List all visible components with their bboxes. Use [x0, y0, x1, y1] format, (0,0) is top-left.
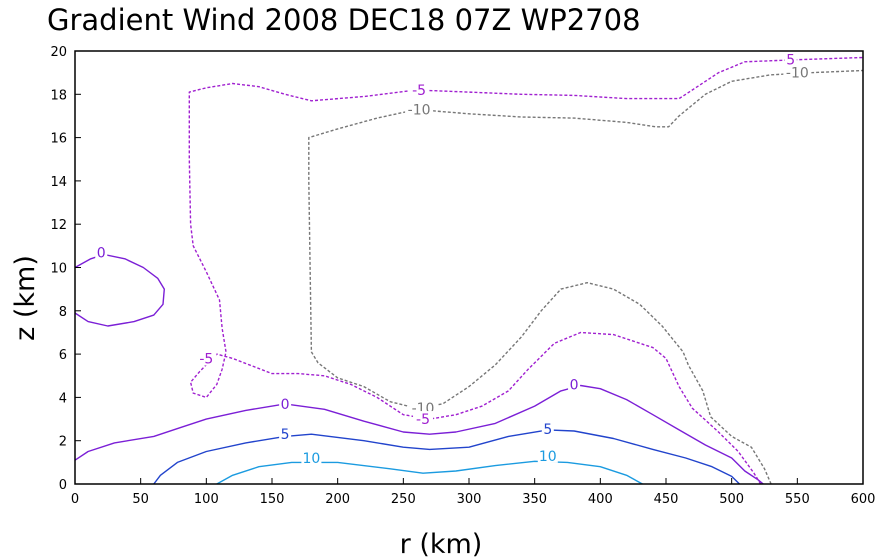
x-tick-label: 0	[71, 492, 79, 507]
contour-label-background	[568, 376, 581, 392]
contour-label-background	[541, 420, 554, 436]
x-tick-label: 350	[522, 492, 547, 507]
contour-line	[74, 384, 764, 485]
y-tick-label: 20	[50, 45, 67, 60]
x-tick-label: 50	[132, 492, 149, 507]
contour-label: 5	[281, 427, 290, 443]
contour-line	[153, 429, 740, 485]
y-tick-label: 8	[59, 305, 67, 320]
contour-label-background	[405, 101, 434, 117]
contour-label-background	[301, 450, 322, 466]
contour-label: 5	[786, 53, 795, 69]
contour-label: 10	[302, 451, 320, 467]
chart-title: Gradient Wind 2008 DEC18 07Z WP2708	[47, 3, 641, 37]
contour-label: 5	[543, 422, 552, 438]
contour-label-background	[196, 350, 217, 366]
contour-label-background	[409, 81, 430, 97]
contour-label-background	[279, 426, 292, 442]
x-tick-label: 500	[719, 492, 744, 507]
axis-ticks: 0 50 100 150 200 250 300 350 400 450 500 550 6000246…	[50, 45, 875, 507]
y-tick-label: 16	[50, 132, 67, 147]
plot-frame	[74, 50, 864, 485]
y-tick-label: 0	[59, 478, 67, 493]
x-tick-label: 150	[260, 492, 285, 507]
contour-lines	[74, 56, 864, 485]
x-tick-label: 300	[457, 492, 482, 507]
x-axis-label: r (km)	[400, 529, 483, 559]
contour-line	[216, 460, 643, 485]
contour-label-background	[413, 411, 434, 427]
y-tick-label: 14	[50, 175, 67, 190]
contour-line	[74, 253, 166, 327]
y-tick-label: 18	[50, 88, 67, 103]
y-tick-label: 10	[50, 262, 67, 277]
contour-line	[188, 56, 864, 485]
contour-label: -10	[786, 66, 809, 82]
x-tick-label: 100	[194, 492, 219, 507]
contour-label: -5	[199, 351, 213, 367]
contour-label: 0	[570, 377, 579, 393]
contour-label: 0	[97, 245, 106, 261]
y-tick-label: 12	[50, 218, 67, 233]
x-tick-label: 550	[785, 492, 810, 507]
x-tick-label: 200	[325, 492, 350, 507]
x-tick-label: 450	[654, 492, 679, 507]
contour-line	[308, 69, 864, 485]
contour-label: -5	[416, 412, 430, 428]
contour-label-background	[95, 244, 108, 260]
y-axis-label: z (km)	[10, 255, 41, 341]
contour-label-background	[537, 447, 558, 463]
contour-label: -10	[408, 102, 431, 118]
contour-label: 0	[281, 397, 290, 413]
contour-label-background	[784, 51, 797, 67]
y-tick-label: 6	[59, 348, 67, 363]
contour-label-background	[279, 395, 292, 411]
contour-label: 10	[539, 449, 557, 465]
x-tick-label: 600	[851, 492, 876, 507]
y-tick-label: 2	[59, 435, 67, 450]
contour-label-background	[783, 64, 812, 80]
contour-label: -5	[412, 83, 426, 99]
x-tick-label: 250	[391, 492, 416, 507]
y-tick-label: 4	[59, 391, 67, 406]
x-tick-label: 400	[588, 492, 613, 507]
